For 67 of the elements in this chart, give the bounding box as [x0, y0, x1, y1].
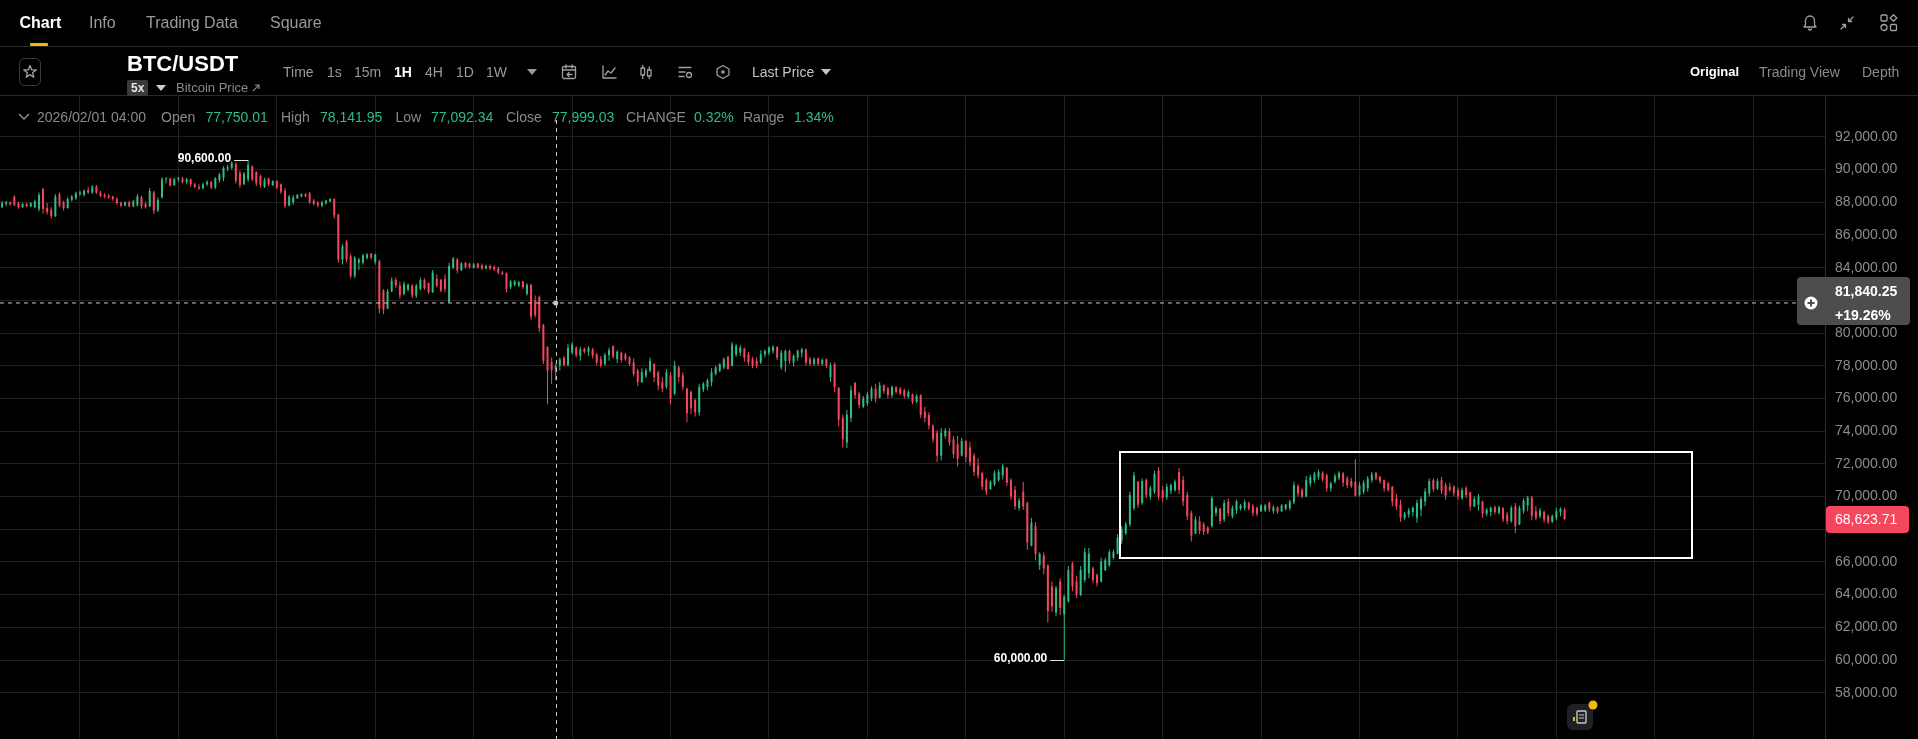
annotation: 60,000.00 [993, 651, 1048, 666]
text: Info [89, 14, 116, 32]
text: 1D [456, 63, 474, 81]
candlestick [567, 343, 570, 367]
y-tick-label: 72,000.00 [1835, 454, 1898, 471]
y-tick-label: 76,000.00 [1835, 389, 1898, 406]
annotation: 2026/02/01 04:00 [37, 107, 146, 126]
annotation: 77,092.34 [431, 107, 494, 126]
y-tick-label: 62,000.00 [1835, 618, 1898, 635]
y-tick-label: 66,000.00 [1835, 552, 1898, 569]
candlestick [243, 172, 246, 186]
candlestick [608, 347, 611, 361]
annotation: Low [395, 107, 422, 126]
y-tick-label: 78,000.00 [1835, 356, 1898, 373]
y-tick-label: 58,000.00 [1835, 683, 1898, 700]
y-tick-label: 84,000.00 [1835, 258, 1898, 275]
annotation: 0.32% [694, 107, 734, 126]
y-tick-label: 64,000.00 [1835, 585, 1898, 602]
annotation: High [281, 107, 310, 126]
text: 4H [425, 63, 443, 81]
candlestick [1338, 471, 1341, 481]
chart-subtitle: Bitcoin Price [176, 80, 249, 96]
candlestick [160, 177, 163, 199]
candlestick [119, 201, 122, 208]
text: Last Price [752, 63, 815, 81]
annotation: CHANGE [626, 107, 686, 126]
text: 68,623.71 [1835, 511, 1898, 528]
text: 15m [354, 63, 382, 81]
text: Original [1690, 63, 1740, 81]
y-tick-label: 80,000.00 [1835, 323, 1898, 340]
ref-line-label: 81,840.25 [1835, 282, 1898, 299]
candlestick [1214, 506, 1217, 517]
candlestick [202, 182, 205, 190]
y-tick-label: 74,000.00 [1835, 422, 1898, 439]
text: 5x [127, 80, 149, 96]
annotation: 1.34% [794, 107, 834, 126]
y-tick-label: 86,000.00 [1835, 225, 1898, 242]
candlestick [932, 424, 935, 443]
chart-title: BTC/USDT [127, 50, 239, 77]
y-tick-label: 70,000.00 [1835, 487, 1898, 504]
text: +19.26% [1835, 306, 1891, 323]
candlestick [849, 385, 852, 423]
candlestick [1297, 484, 1300, 497]
text: Chart [19, 14, 62, 32]
annotation: Range [743, 107, 785, 126]
text: 1s [327, 63, 342, 81]
y-tick-label: 90,000.00 [1835, 160, 1898, 177]
text: Trading View [1759, 63, 1840, 81]
candlestick [1255, 506, 1258, 517]
text: Trading Data [146, 14, 238, 32]
annotation: 77,750.01 [205, 107, 268, 126]
annotation: Close [506, 107, 542, 126]
text: Depth [1862, 63, 1900, 81]
y-tick-label: 60,000.00 [1835, 650, 1898, 667]
candlestick [525, 283, 528, 296]
annotation: 78,141.95 [320, 107, 383, 126]
annotation: 90,600.00 [177, 150, 232, 165]
text: 1H [394, 63, 412, 81]
annotation: 77,999.03 [552, 107, 615, 126]
y-tick-label: 88,000.00 [1835, 193, 1898, 210]
annotation: Open [161, 107, 196, 126]
text: Time [283, 63, 314, 81]
candlestick [890, 385, 893, 398]
y-tick-label: 92,000.00 [1835, 127, 1898, 144]
text: 1W [486, 63, 507, 81]
candlestick [973, 453, 976, 477]
text: Square [270, 14, 322, 32]
